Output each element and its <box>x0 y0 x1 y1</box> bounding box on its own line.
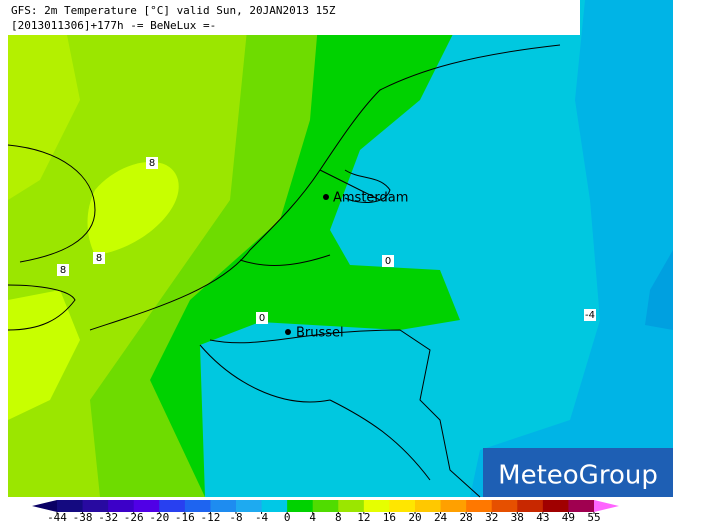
colorbar-segment <box>542 500 569 512</box>
colorbar-segment <box>517 500 544 512</box>
colorbar-segment <box>363 500 390 512</box>
city-dot <box>323 194 329 200</box>
region <box>645 250 673 330</box>
colorbar-segment <box>133 500 160 512</box>
contour-label-box <box>57 264 69 276</box>
city-label: Brussel <box>296 326 344 341</box>
region <box>87 161 179 255</box>
colorbar-label: -26 <box>124 511 144 524</box>
colorbar-label: -44 <box>47 511 67 524</box>
colorbar-segment <box>466 500 493 512</box>
region <box>200 0 673 497</box>
colorbar-label: -32 <box>98 511 118 524</box>
contour-label: 8 <box>96 253 102 264</box>
colorbar-segment <box>287 500 314 512</box>
contour-label: 0 <box>385 256 391 267</box>
colorbar-segment <box>261 500 288 512</box>
colorbar-label: -8 <box>229 511 242 524</box>
header-line: GFS: 2m Temperature [°C] valid Sun, 20JA… <box>11 4 336 17</box>
contour-label: 8 <box>149 158 155 169</box>
colorbar-segment <box>159 500 186 512</box>
city-dot <box>285 329 291 335</box>
contour-label: 0 <box>259 313 265 324</box>
colorbar-segment <box>389 500 416 512</box>
colorbar-label: 28 <box>460 511 473 524</box>
contour-label: 8 <box>60 265 66 276</box>
colorbar-label: 24 <box>434 511 448 524</box>
colorbar-label: 38 <box>511 511 524 524</box>
logo-box <box>483 448 673 497</box>
colorbar-label: 20 <box>408 511 421 524</box>
colorbar-label: 8 <box>335 511 342 524</box>
colorbar-label: 55 <box>587 511 600 524</box>
colorbar-segment <box>491 500 518 512</box>
colorbar-label: -38 <box>73 511 93 524</box>
contour-label-box <box>584 309 596 321</box>
contour-label-box <box>382 255 394 267</box>
colorbar-segment <box>415 500 442 512</box>
colorbar-segment <box>57 500 84 512</box>
colorbar-label: -12 <box>200 511 220 524</box>
contour-label-box <box>146 157 158 169</box>
colorbar-end <box>32 500 57 512</box>
colorbar-segment <box>108 500 135 512</box>
city-label: Amsterdam <box>333 191 408 206</box>
colorbar-segment <box>338 500 365 512</box>
colorbar-end <box>594 500 619 512</box>
colorbar-label: -20 <box>149 511 169 524</box>
map: Amsterdam Brussel <box>7 0 673 498</box>
colorbar-label: 4 <box>309 511 316 524</box>
colorbar-label: -16 <box>175 511 195 524</box>
region <box>8 0 80 200</box>
contour-label: -4 <box>585 310 595 321</box>
colorbar-segment <box>440 500 467 512</box>
colorbar-label: 49 <box>562 511 575 524</box>
colorbar-label: -4 <box>255 511 269 524</box>
colorbar-label: 0 <box>284 511 291 524</box>
colorbar-label: 32 <box>485 511 498 524</box>
colorbar-label: 16 <box>383 511 396 524</box>
colorbar-label: 43 <box>536 511 549 524</box>
colorbar-label: 12 <box>357 511 370 524</box>
logo: MeteoGroup <box>498 461 658 491</box>
colorbar-segment <box>210 500 237 512</box>
colorbar-segment <box>236 500 263 512</box>
colorbar-segment <box>184 500 211 512</box>
region <box>470 0 673 497</box>
header-box <box>8 0 580 35</box>
region <box>8 290 80 420</box>
colorbar-segment <box>82 500 109 512</box>
contour-label-box <box>256 312 268 324</box>
contour-label-box <box>93 252 105 264</box>
coastline <box>7 44 561 498</box>
colorbar-segment <box>312 500 339 512</box>
header-line: [2013011306]+177h -= BeNeLux =- <box>11 19 216 32</box>
colorbar-segment <box>568 500 595 512</box>
